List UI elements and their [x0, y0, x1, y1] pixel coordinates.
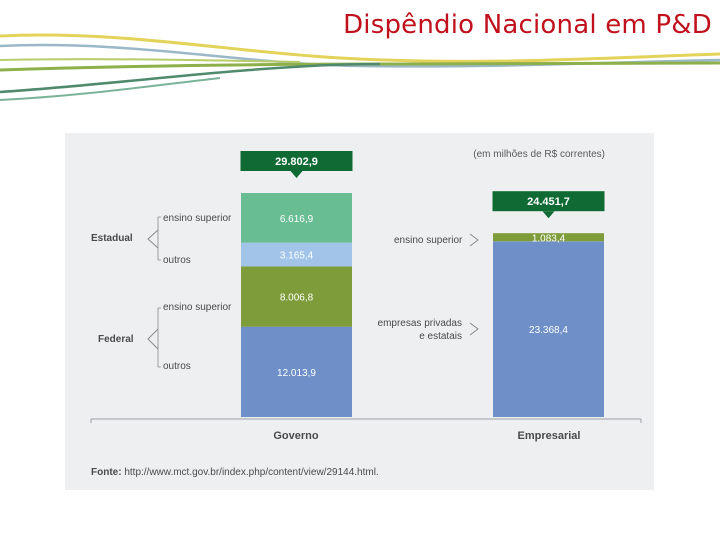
- governo-bar-segment: [241, 326, 352, 417]
- bracket-federal-lines: [157, 307, 161, 368]
- group-label-federal: Federal: [98, 334, 134, 345]
- governo-total-box: [240, 151, 353, 171]
- governo-bar-segment: [241, 266, 352, 327]
- governo-total-label: 29.802,9: [275, 156, 318, 168]
- bracket-federal: [147, 328, 159, 350]
- gov-label-estadual-outros: outros: [163, 255, 191, 266]
- governo-segment-value-label: 8.006,8: [280, 293, 314, 304]
- governo-total-pointer: [290, 171, 303, 178]
- emp-label-empresas-2: e estatais: [419, 331, 462, 342]
- empresarial-total-label: 24.451,7: [527, 196, 570, 208]
- empresarial-total-pointer: [542, 211, 555, 219]
- governo-segment-value-label: 3.165,4: [280, 251, 314, 262]
- x-tick-empresarial: Empresarial: [518, 430, 581, 442]
- gov-label-estadual-ensino: ensino superior: [163, 213, 232, 224]
- governo-bar-segment: [241, 193, 352, 243]
- unit-note: (em milhões de R$ correntes): [473, 149, 605, 160]
- gov-label-federal-outros: outros: [163, 361, 191, 372]
- source-label: Fonte:: [91, 467, 122, 478]
- governo-segment-value-label: 12.013,9: [277, 368, 316, 379]
- emp-arrow-ensino: [469, 233, 479, 247]
- source-text: http://www.mct.gov.br/index.php/content/…: [122, 467, 379, 478]
- stacked-bar-chart: (em milhões de R$ correntes) 12.013,9 8.0…: [90, 149, 642, 478]
- slide-title: Dispêndio Nacional em P&D: [343, 10, 712, 40]
- emp-label-empresas-1: empresas privadas: [378, 318, 462, 329]
- chart-panel: (em milhões de R$ correntes) 12.013,9 8.0…: [65, 133, 654, 490]
- emp-arrow-empresas: [469, 322, 479, 336]
- empresarial-segment-value-label: 1.083,4: [532, 233, 566, 244]
- source-note: Fonte: http://www.mct.gov.br/index.php/c…: [91, 467, 379, 478]
- governo-bar-segment: [241, 242, 352, 267]
- emp-label-ensino: ensino superior: [394, 235, 463, 246]
- empresarial-bar-segment: [493, 241, 604, 417]
- bracket-estadual-lines: [157, 216, 161, 261]
- bracket-estadual: [147, 229, 159, 249]
- group-label-estadual: Estadual: [91, 233, 133, 244]
- gov-label-federal-ensino: ensino superior: [163, 302, 232, 313]
- governo-segment-value-label: 6.616,9: [280, 214, 314, 225]
- x-tick-governo: Governo: [273, 430, 319, 442]
- empresarial-bar-segment: [493, 233, 604, 242]
- empresarial-total-box: [492, 191, 605, 212]
- decorative-swoosh: [0, 33, 720, 101]
- empresarial-segment-value-label: 23.368,4: [529, 325, 568, 336]
